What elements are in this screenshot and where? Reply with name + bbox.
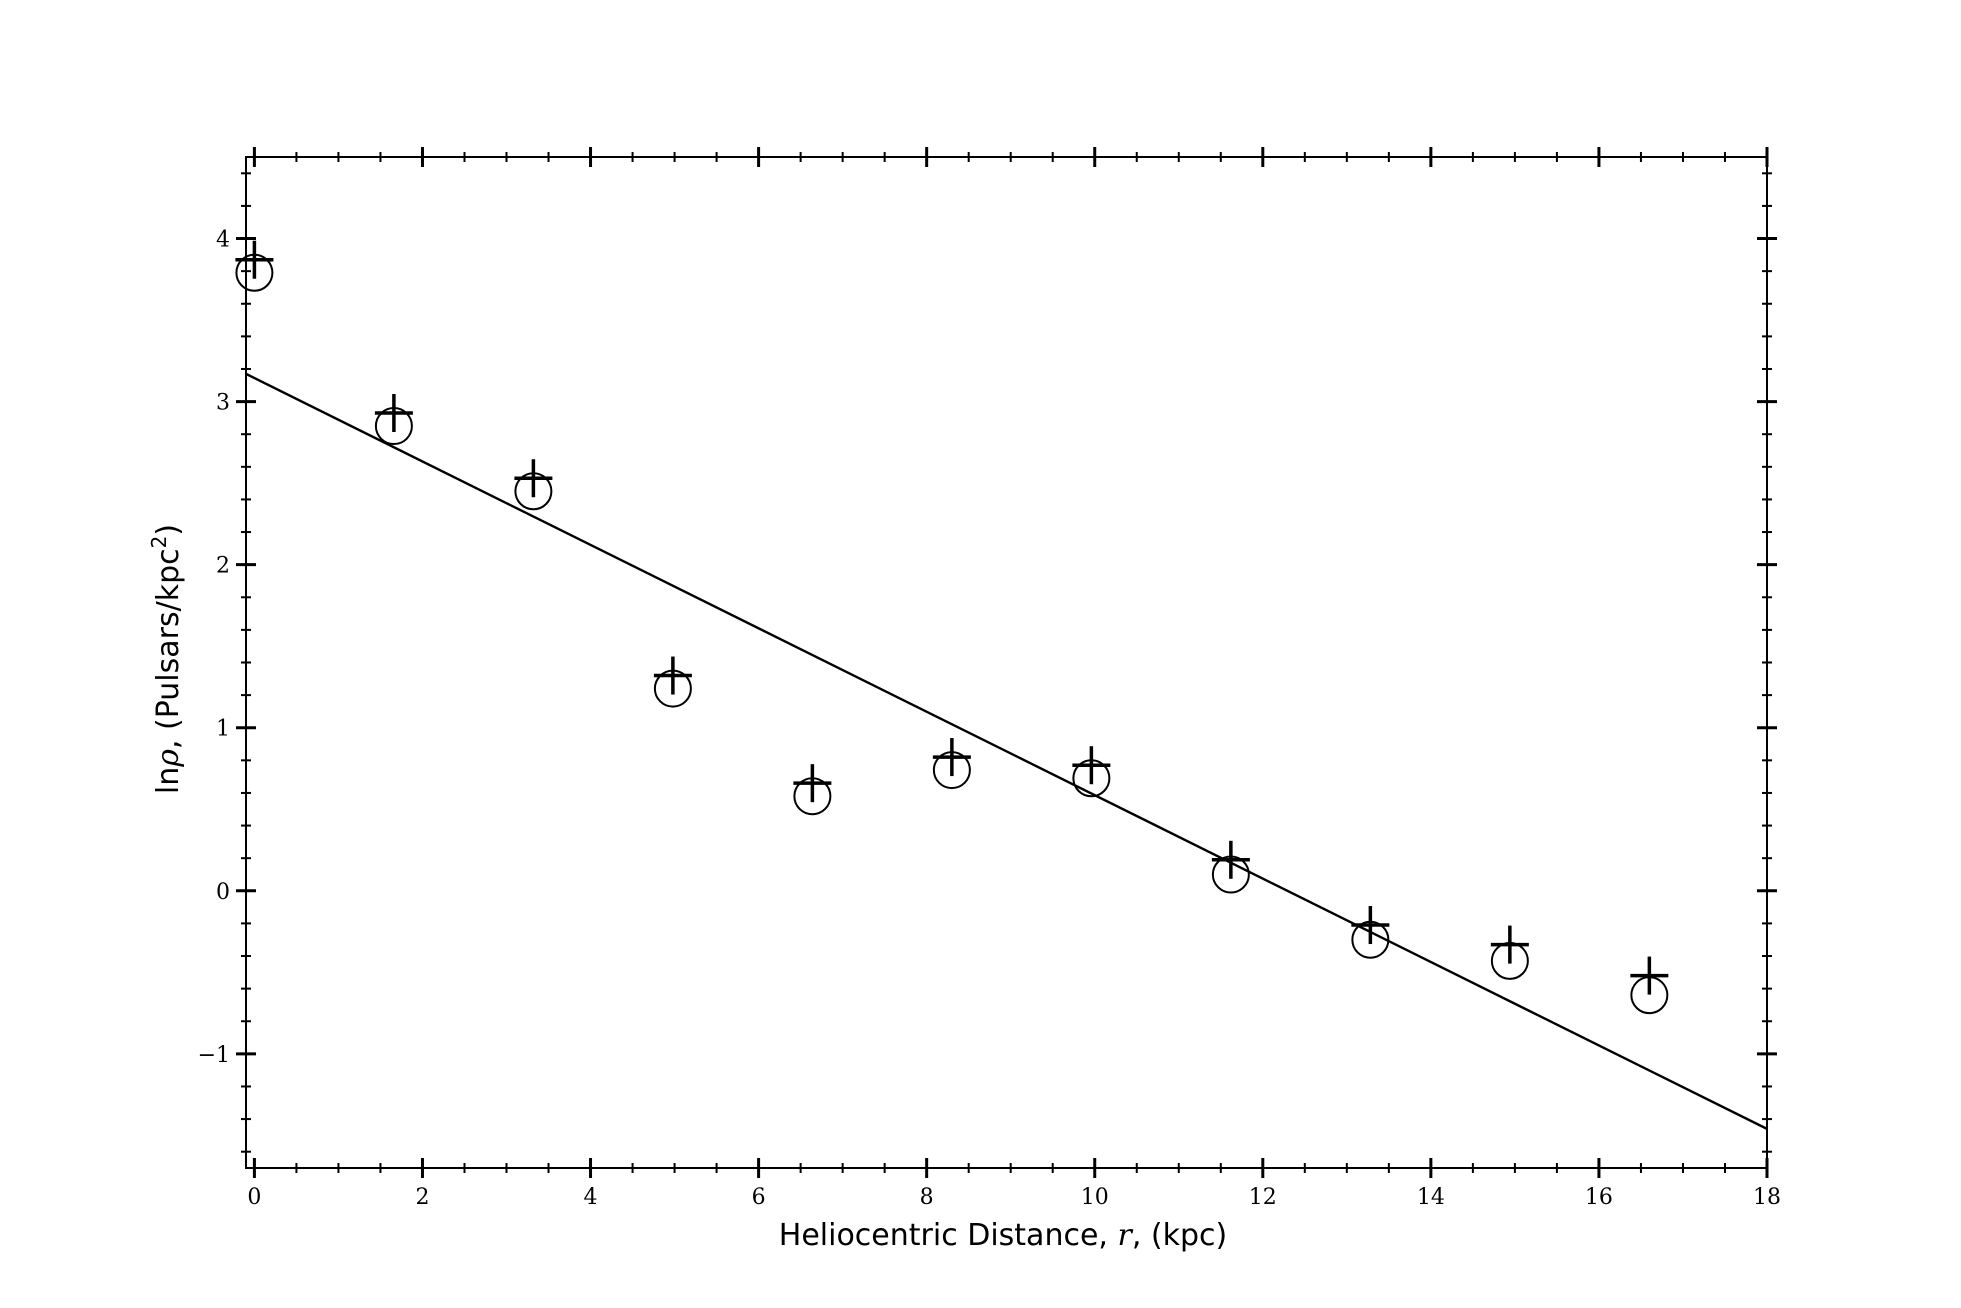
- plus-marker: [1211, 840, 1250, 879]
- fit-line: [245, 372, 1768, 1130]
- plus-marker: [1630, 956, 1669, 995]
- x-tick-label: 14: [1417, 1185, 1445, 1210]
- plus-marker: [1351, 906, 1390, 945]
- y-tick-label: 0: [216, 880, 230, 905]
- y-tick-label: 4: [216, 228, 230, 253]
- y-tick-label: −1: [198, 1043, 230, 1068]
- y-tick-label: 3: [216, 391, 230, 416]
- x-tick-label: 0: [247, 1185, 261, 1210]
- x-tick-labels: 0 2 4 6 8 10 12 14 16 18: [247, 1185, 1781, 1210]
- x-axis-label: Heliocentric Distance, r, (kpc): [779, 1218, 1227, 1253]
- x-tick-label: 6: [752, 1185, 766, 1210]
- x-tick-label: 12: [1249, 1185, 1277, 1210]
- plus-marker: [653, 656, 692, 695]
- y-axis-label: lnρ, (Pulsars/kpc2): [147, 524, 186, 794]
- plus-marker: [932, 738, 971, 777]
- plus-marker: [374, 394, 413, 433]
- axis-ticks: [236, 147, 1777, 1178]
- x-tick-label: 8: [920, 1185, 934, 1210]
- x-tick-label: 10: [1081, 1185, 1109, 1210]
- y-tick-label: 1: [216, 717, 230, 742]
- plus-marker: [1072, 746, 1111, 785]
- plus-marker: [1490, 925, 1529, 964]
- y-tick-labels: −1 0 1 2 3 4: [198, 228, 230, 1068]
- plus-marker: [235, 240, 274, 279]
- x-tick-label: 4: [584, 1185, 598, 1210]
- x-tick-label: 2: [415, 1185, 429, 1210]
- x-tick-label: 18: [1753, 1185, 1781, 1210]
- x-tick-label: 16: [1585, 1185, 1613, 1210]
- plus-marker: [514, 459, 553, 498]
- y-tick-label: 2: [216, 554, 230, 579]
- plus-marker: [793, 764, 832, 803]
- data-markers: [235, 240, 1669, 1015]
